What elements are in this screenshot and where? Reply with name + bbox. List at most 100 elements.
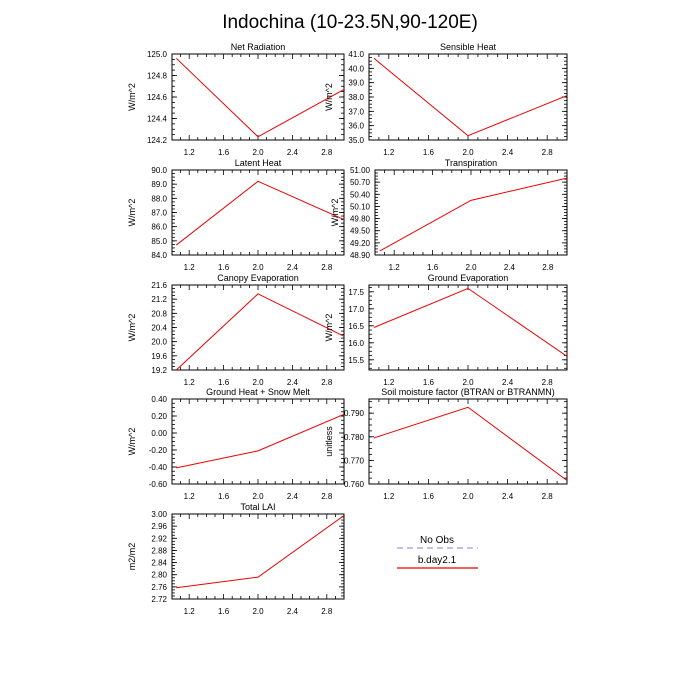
y-tick-label: -0.20 xyxy=(149,446,168,455)
plot-frame xyxy=(171,513,345,600)
y-tick-label: 20.0 xyxy=(151,338,167,347)
y-tick-label: 17.5 xyxy=(348,288,364,297)
panel-title: Ground Heat + Snow Melt xyxy=(206,387,310,397)
x-tick-label: 1.2 xyxy=(184,492,196,501)
x-tick-label: 2.0 xyxy=(252,378,264,387)
x-tick-label: 1.2 xyxy=(184,263,196,272)
y-tick-label: 48.90 xyxy=(350,251,371,260)
x-tick-label: 2.0 xyxy=(462,148,474,157)
x-tick-label: 1.6 xyxy=(427,263,439,272)
y-tick-label: 0.790 xyxy=(344,409,365,418)
x-tick-label: 2.0 xyxy=(252,607,264,616)
panel-1: Net Radiation W/m^2 1.2 1.6 2.0 2.4 2.8 124.2 12… xyxy=(127,42,345,157)
x-tick-label: 1.2 xyxy=(383,492,395,501)
y-tick-label: 40.0 xyxy=(348,64,364,73)
x-tick-label: 1.2 xyxy=(184,607,196,616)
y-axis-label: W/m^2 xyxy=(127,199,137,227)
y-tick-label: 2.80 xyxy=(151,571,167,580)
x-tick-label: 2.4 xyxy=(287,263,299,272)
panel-2: Sensible Heat W/m^2 1.2 1.6 2.0 2.4 2.8 35.0 36.… xyxy=(324,42,568,157)
legend-label: b.day2.1 xyxy=(418,555,457,566)
y-tick-label: 0.770 xyxy=(344,456,365,465)
series-line-b.day2.1 xyxy=(176,413,344,469)
y-tick-label: 39.0 xyxy=(348,79,364,88)
y-tick-label: 15.5 xyxy=(348,356,364,365)
x-tick-label: 1.6 xyxy=(218,492,230,501)
panel-title: Soil moisture factor (BTRAN or BTRANMN) xyxy=(381,387,555,397)
y-tick-label: 89.0 xyxy=(151,180,167,189)
series-line-b.day2.1 xyxy=(373,406,567,481)
y-tick-label: 21.6 xyxy=(151,281,167,290)
y-tick-label: 35.0 xyxy=(348,136,364,145)
series-line-b.day2.1 xyxy=(379,177,567,252)
x-tick-label: 2.8 xyxy=(542,492,554,501)
panel-7: Ground Heat + Snow Melt W/m^2 1.2 1.6 2.0 2.4… xyxy=(127,387,345,501)
panel-3: Latent Heat W/m^2 1.2 1.6 2.0 2.4 2.8 84.0 85.0 8… xyxy=(127,158,345,272)
panel-title: Sensible Heat xyxy=(440,42,497,52)
x-tick-label: 1.6 xyxy=(218,378,230,387)
series-line-b.day2.1 xyxy=(373,287,567,357)
y-tick-label: 20.4 xyxy=(151,324,167,333)
y-tick-label: 88.0 xyxy=(151,194,167,203)
panels: Net Radiation W/m^2 1.2 1.6 2.0 2.4 2.8 124.2 12… xyxy=(127,42,568,616)
plot-frame xyxy=(171,53,345,141)
series-line-b.day2.1 xyxy=(175,57,344,138)
panel-5: Canopy Evaporation W/m^2 1.2 1.6 2.0 2.4 2.8 19… xyxy=(127,273,345,387)
x-tick-label: 2.8 xyxy=(542,378,554,387)
panel-9: Total LAI m2/m2 1.2 1.6 2.0 2.4 2.8 2.72 2.76 2.8… xyxy=(127,502,345,616)
y-tick-label: 49.50 xyxy=(350,227,371,236)
x-tick-label: 2.0 xyxy=(462,378,474,387)
y-axis-label: W/m^2 xyxy=(330,199,340,227)
y-tick-label: 19.6 xyxy=(151,352,167,361)
y-tick-label: 85.0 xyxy=(151,237,167,246)
series-line-b.day2.1 xyxy=(175,180,344,246)
x-tick-label: 1.2 xyxy=(184,378,196,387)
y-tick-label: 2.96 xyxy=(151,522,167,531)
y-tick-label: 3.00 xyxy=(151,510,167,519)
y-tick-label: 90.0 xyxy=(151,166,167,175)
x-tick-label: 2.0 xyxy=(465,263,477,272)
y-tick-label: 2.84 xyxy=(151,559,167,568)
y-tick-label: 49.20 xyxy=(350,239,371,248)
x-tick-label: 2.8 xyxy=(321,263,333,272)
y-tick-label: 16.0 xyxy=(348,339,364,348)
panel-title: Latent Heat xyxy=(235,158,282,168)
x-tick-label: 1.6 xyxy=(218,148,230,157)
series-line-b.day2.1 xyxy=(175,293,344,370)
y-tick-label: 50.40 xyxy=(350,190,371,199)
y-axis-label: W/m^2 xyxy=(324,83,334,111)
y-axis-label: W/m^2 xyxy=(127,83,137,111)
y-axis-label: W/m^2 xyxy=(324,314,334,342)
x-tick-label: 1.2 xyxy=(383,378,395,387)
y-tick-label: 17.0 xyxy=(348,305,364,314)
y-axis-label: W/m^2 xyxy=(127,314,137,342)
y-tick-label: 37.0 xyxy=(348,107,364,116)
y-tick-label: 36.0 xyxy=(348,122,364,131)
y-tick-label: 2.76 xyxy=(151,583,167,592)
panel-title: Transpiration xyxy=(445,158,497,168)
x-tick-label: 2.4 xyxy=(502,148,514,157)
x-tick-label: 2.8 xyxy=(321,378,333,387)
y-axis-label: m2/m2 xyxy=(127,543,137,571)
panel-title: Net Radiation xyxy=(231,42,286,52)
x-tick-label: 1.6 xyxy=(423,378,435,387)
plot-frame xyxy=(171,284,345,371)
x-tick-label: 2.0 xyxy=(252,492,264,501)
y-tick-label: 2.72 xyxy=(151,595,167,604)
y-tick-label: 41.0 xyxy=(348,50,364,59)
x-tick-label: 1.6 xyxy=(218,263,230,272)
x-tick-label: 2.4 xyxy=(287,607,299,616)
figure-title: Indochina (10-23.5N,90-120E) xyxy=(222,12,478,33)
y-tick-label: 51.00 xyxy=(350,166,371,175)
x-tick-label: 2.8 xyxy=(321,492,333,501)
y-tick-label: -0.60 xyxy=(149,480,168,489)
series-line-b.day2.1 xyxy=(176,515,344,589)
y-tick-label: 124.2 xyxy=(147,136,168,145)
y-tick-label: 50.10 xyxy=(350,202,371,211)
legend: No Obs b.day2.1 xyxy=(397,535,478,569)
plot-frame xyxy=(368,53,568,141)
x-tick-label: 2.4 xyxy=(504,263,516,272)
y-axis-label: unitless xyxy=(324,426,334,457)
y-tick-label: 2.88 xyxy=(151,546,167,555)
y-tick-label: -0.40 xyxy=(149,463,168,472)
